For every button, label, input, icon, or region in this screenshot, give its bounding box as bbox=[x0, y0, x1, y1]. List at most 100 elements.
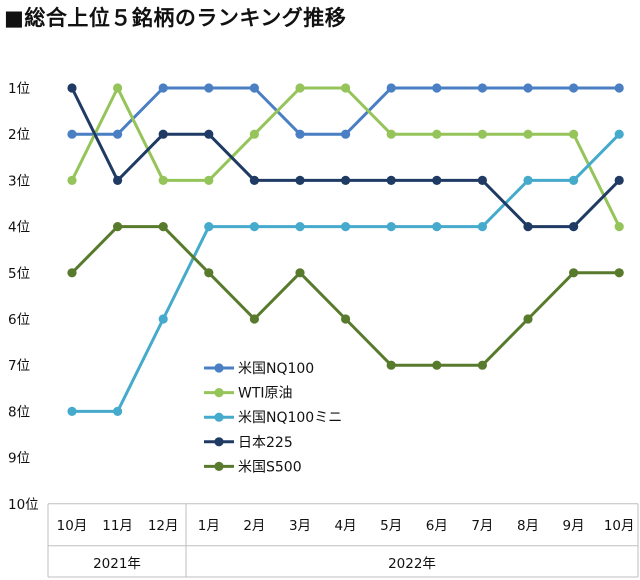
data-point bbox=[113, 406, 123, 416]
y-tick-label: 5位 bbox=[8, 266, 30, 282]
data-point bbox=[295, 83, 305, 93]
data-point bbox=[341, 175, 351, 185]
data-point bbox=[67, 175, 77, 185]
data-point bbox=[477, 83, 487, 93]
data-point bbox=[432, 175, 442, 185]
data-point bbox=[67, 129, 77, 139]
y-tick-label: 4位 bbox=[8, 220, 30, 236]
y-tick-label: 2位 bbox=[8, 127, 30, 143]
data-point bbox=[569, 268, 579, 278]
data-point bbox=[341, 83, 351, 93]
x-tick-label: 10月 bbox=[604, 518, 635, 534]
data-point bbox=[523, 175, 533, 185]
data-point bbox=[569, 129, 579, 139]
legend-label: WTI原油 bbox=[238, 386, 293, 402]
data-point bbox=[569, 175, 579, 185]
data-point bbox=[614, 268, 624, 278]
legend-swatch-marker bbox=[214, 412, 224, 422]
y-tick-label: 3位 bbox=[8, 173, 30, 189]
x-tick-label: 9月 bbox=[563, 518, 585, 534]
y-tick-label: 1位 bbox=[8, 81, 30, 97]
x-tick-label: 4月 bbox=[335, 518, 357, 534]
data-point bbox=[295, 222, 305, 232]
data-point bbox=[158, 222, 168, 232]
data-point bbox=[432, 360, 442, 370]
data-point bbox=[569, 222, 579, 232]
data-point bbox=[249, 129, 259, 139]
data-point bbox=[204, 129, 214, 139]
y-tick-label: 10位 bbox=[8, 497, 39, 513]
data-point bbox=[614, 222, 624, 232]
series-line bbox=[70, 86, 621, 229]
data-point bbox=[113, 83, 123, 93]
data-point bbox=[432, 129, 442, 139]
series-line bbox=[70, 225, 621, 367]
x-tick-label: 8月 bbox=[517, 518, 539, 534]
data-point bbox=[249, 222, 259, 232]
data-point bbox=[158, 175, 168, 185]
data-point bbox=[477, 129, 487, 139]
x-tick-label: 2月 bbox=[243, 518, 265, 534]
data-point bbox=[386, 175, 396, 185]
data-point bbox=[295, 175, 305, 185]
data-point bbox=[158, 129, 168, 139]
legend-label: 米国S500 bbox=[238, 459, 302, 475]
chart-title: ■総合上位５銘柄のランキング推移 bbox=[4, 6, 347, 30]
data-point bbox=[204, 268, 214, 278]
data-point bbox=[158, 83, 168, 93]
y-tick-label: 9位 bbox=[8, 451, 30, 467]
data-point bbox=[523, 129, 533, 139]
data-point bbox=[113, 129, 123, 139]
data-point bbox=[614, 129, 624, 139]
data-point bbox=[67, 83, 77, 93]
year-group-label: 2022年 bbox=[388, 556, 436, 572]
x-tick-label: 7月 bbox=[471, 518, 493, 534]
data-point bbox=[249, 83, 259, 93]
data-point bbox=[386, 129, 396, 139]
data-point bbox=[249, 314, 259, 324]
legend-swatch-marker bbox=[214, 461, 224, 471]
x-tick-label: 6月 bbox=[426, 518, 448, 534]
legend-swatch-marker bbox=[214, 437, 224, 447]
data-point bbox=[113, 175, 123, 185]
x-tick-label: 1月 bbox=[198, 518, 220, 534]
x-tick-label: 3月 bbox=[289, 518, 311, 534]
data-point bbox=[341, 129, 351, 139]
x-tick-label: 11月 bbox=[102, 518, 133, 534]
data-point bbox=[204, 83, 214, 93]
legend-swatch-marker bbox=[214, 388, 224, 398]
legend-label: 日本225 bbox=[238, 435, 293, 451]
data-point bbox=[249, 175, 259, 185]
data-point bbox=[432, 222, 442, 232]
data-point bbox=[432, 83, 442, 93]
data-point bbox=[341, 314, 351, 324]
data-point bbox=[67, 406, 77, 416]
data-point bbox=[477, 222, 487, 232]
data-point bbox=[67, 268, 77, 278]
x-tick-label: 5月 bbox=[380, 518, 402, 534]
y-tick-label: 6位 bbox=[8, 312, 30, 328]
data-point bbox=[614, 83, 624, 93]
data-point bbox=[204, 222, 214, 232]
legend-label: 米国NQ100ミニ bbox=[238, 410, 342, 426]
data-point bbox=[614, 175, 624, 185]
data-point bbox=[523, 314, 533, 324]
data-point bbox=[523, 83, 533, 93]
data-point bbox=[204, 175, 214, 185]
data-point bbox=[386, 360, 396, 370]
series-line bbox=[70, 86, 621, 136]
y-tick-label: 7位 bbox=[8, 358, 30, 374]
data-point bbox=[113, 222, 123, 232]
data-point bbox=[569, 83, 579, 93]
y-tick-label: 8位 bbox=[8, 404, 30, 420]
data-point bbox=[477, 175, 487, 185]
series-line bbox=[70, 132, 621, 413]
legend-label: 米国NQ100 bbox=[238, 361, 314, 377]
data-point bbox=[523, 222, 533, 232]
data-point bbox=[295, 129, 305, 139]
data-point bbox=[295, 268, 305, 278]
x-tick-label: 10月 bbox=[57, 518, 88, 534]
legend-swatch-marker bbox=[214, 363, 224, 373]
year-group-label: 2021年 bbox=[93, 556, 141, 572]
